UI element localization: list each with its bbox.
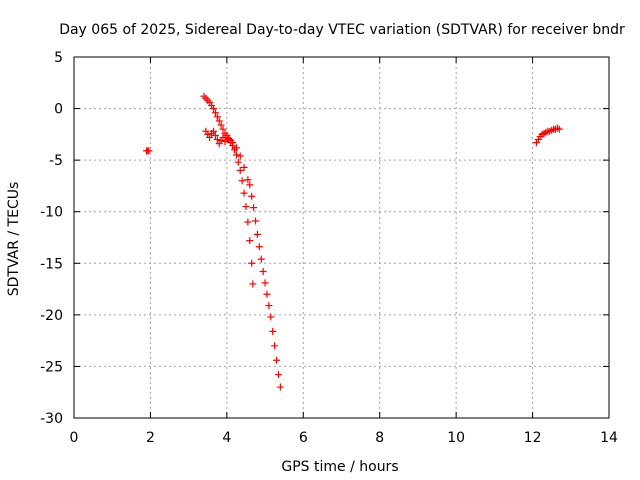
data-point — [213, 136, 221, 144]
data-point — [232, 144, 240, 152]
y-tick-label: -10 — [40, 205, 63, 221]
data-point — [236, 152, 244, 160]
data-point — [213, 113, 221, 121]
data-point — [253, 230, 261, 238]
data-point — [274, 371, 282, 379]
data-point — [246, 237, 254, 245]
data-point — [261, 279, 269, 287]
y-tick-label: -20 — [40, 308, 63, 324]
data-point — [238, 177, 246, 185]
data-point — [273, 356, 281, 364]
data-point — [215, 117, 223, 125]
data-point — [217, 121, 225, 129]
data-point — [236, 166, 244, 174]
data-point — [555, 125, 563, 133]
data-point — [240, 189, 248, 197]
data-point — [250, 204, 258, 212]
data-point — [259, 268, 267, 276]
y-tick-label: -15 — [40, 256, 63, 272]
data-point — [265, 302, 273, 310]
data-point — [263, 290, 271, 298]
data-point — [252, 217, 260, 225]
x-tick-label: 10 — [447, 430, 465, 446]
data-point — [221, 138, 229, 146]
data-point — [248, 259, 256, 267]
x-tick-label: 12 — [524, 430, 542, 446]
data-point — [249, 280, 257, 288]
x-tick-label: 14 — [600, 430, 618, 446]
y-axis-label: SDTVAR / TECUs — [6, 182, 22, 297]
data-point — [219, 125, 227, 133]
data-point — [145, 147, 153, 155]
data-point — [276, 383, 284, 391]
data-point — [257, 255, 265, 263]
data-point — [246, 181, 254, 189]
data-point — [229, 139, 237, 147]
y-tick-label: 5 — [54, 50, 63, 66]
data-point — [211, 109, 219, 117]
data-point — [211, 131, 219, 139]
data-point — [219, 133, 227, 141]
data-point — [240, 163, 248, 171]
data-point — [232, 151, 240, 159]
axes: 0 2 4 6 8 10 12 14 5 0 -5 -10 -15 -20 -25 -30 — [40, 50, 618, 446]
data-point — [244, 176, 252, 184]
data-point — [267, 313, 275, 321]
x-tick-label: 0 — [70, 430, 79, 446]
x-tick-label: 8 — [375, 430, 384, 446]
y-tick-label: -5 — [49, 153, 63, 169]
data-point — [225, 136, 233, 144]
x-tick-label: 2 — [146, 430, 155, 446]
data-point — [209, 105, 217, 113]
grid-lines — [74, 57, 609, 418]
chart-title: Day 065 of 2025, Sidereal Day-to-day VTE… — [59, 22, 625, 38]
y-tick-label: -30 — [40, 411, 63, 427]
y-tick-label: 0 — [54, 102, 63, 118]
data-point — [269, 327, 277, 335]
data-points — [143, 92, 563, 391]
data-point — [255, 243, 263, 251]
x-tick-label: 6 — [299, 430, 308, 446]
x-tick-label: 4 — [222, 430, 231, 446]
data-point — [209, 127, 217, 135]
x-axis-label: GPS time / hours — [281, 459, 398, 475]
data-point — [244, 218, 252, 226]
y-tick-label: -25 — [40, 359, 63, 375]
data-point — [206, 133, 214, 141]
data-point — [234, 158, 242, 166]
plot-frame — [73, 56, 610, 419]
data-point — [271, 342, 279, 350]
data-point — [248, 192, 256, 200]
data-point — [242, 203, 250, 211]
